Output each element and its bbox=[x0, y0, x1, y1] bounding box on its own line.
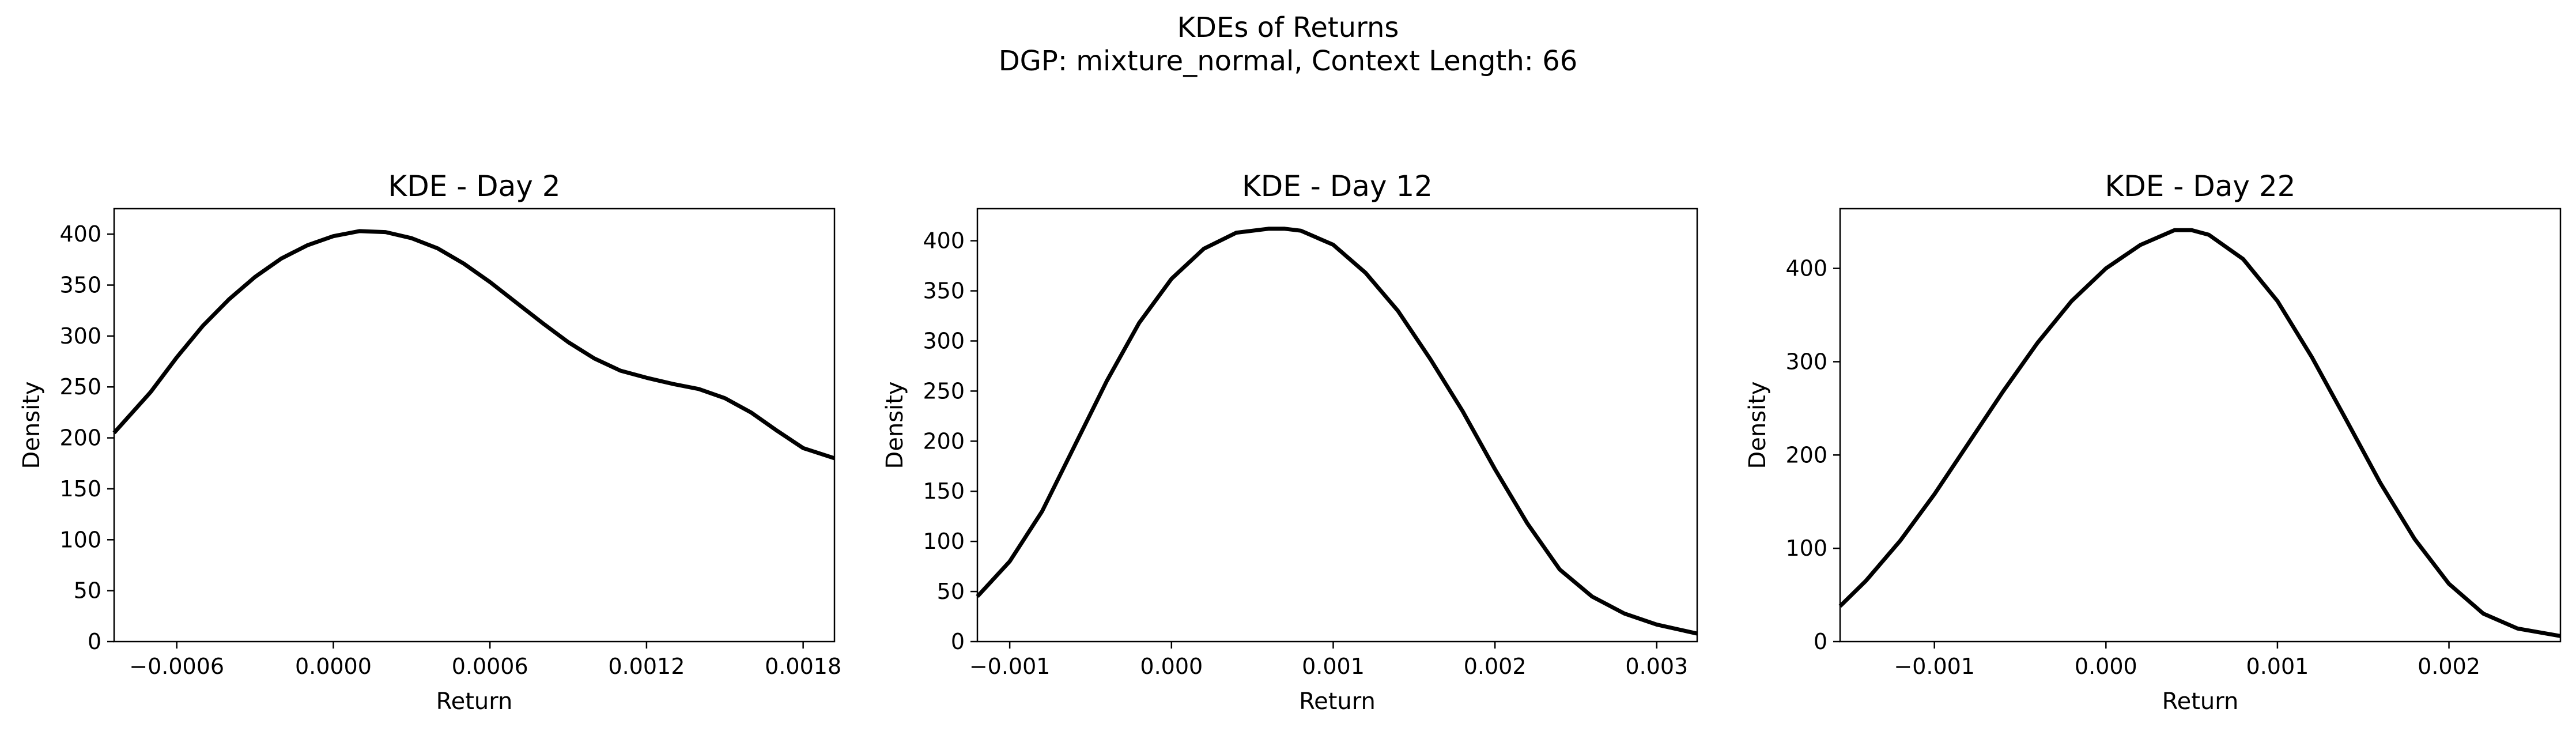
kde-panel-2: KDE - Day 12 −0.001 0.000 0.001 0.002 0.003 0 5… bbox=[882, 169, 1698, 715]
y-tick-label: 250 bbox=[923, 378, 965, 404]
y-tick-label: 0 bbox=[951, 629, 965, 654]
y-tick-label: 100 bbox=[59, 527, 101, 552]
y-tick-label: 400 bbox=[923, 228, 965, 254]
axes-frame bbox=[113, 208, 836, 643]
x-tick-label: 0.002 bbox=[1464, 654, 1527, 679]
y-axis-label: Density bbox=[882, 381, 908, 469]
panel-title: KDE - Day 22 bbox=[2105, 169, 2296, 203]
x-axis-label: Return bbox=[1299, 688, 1376, 715]
axes-frame bbox=[976, 208, 1698, 643]
y-tick-label: 100 bbox=[1785, 536, 1827, 561]
x-tick-label: 0.003 bbox=[1625, 654, 1688, 679]
y-axis-label: Density bbox=[1744, 381, 1771, 469]
x-tick-label: 0.000 bbox=[2075, 654, 2137, 679]
axes-frame bbox=[1839, 208, 2562, 643]
x-tick-label: −0.001 bbox=[1894, 654, 1975, 679]
y-tick-label: 150 bbox=[923, 478, 965, 504]
x-tick-label: 0.0006 bbox=[452, 654, 528, 679]
y-tick-label: 250 bbox=[59, 374, 101, 399]
chart-panels: KDE - Day 2−0.0006 0.0000 0.0006 0.0012 0.00… bbox=[18, 169, 2562, 715]
x-tick-label: 0.0000 bbox=[295, 654, 372, 679]
x-tick-label: 0.0012 bbox=[608, 654, 685, 679]
x-tick-label: 0.000 bbox=[1140, 654, 1203, 679]
y-tick-label: 200 bbox=[59, 425, 101, 451]
figure-subtitle: DGP: mixture_normal, Context Length: 66 bbox=[999, 45, 1578, 77]
y-tick-label: 300 bbox=[923, 328, 965, 353]
x-tick-label: 0.001 bbox=[1302, 654, 1365, 679]
y-tick-label: 350 bbox=[59, 273, 101, 298]
y-tick-label: 150 bbox=[59, 476, 101, 502]
panel-title: KDE - Day 12 bbox=[1242, 169, 1433, 203]
y-tick-label: 200 bbox=[923, 428, 965, 454]
kde-curve bbox=[1838, 228, 2561, 638]
x-tick-label: −0.0006 bbox=[129, 654, 224, 679]
y-tick-label: 0 bbox=[88, 629, 101, 654]
y-tick-label: 50 bbox=[937, 579, 965, 604]
y-tick-label: 400 bbox=[1785, 256, 1827, 281]
y-tick-label: 0 bbox=[1814, 629, 1827, 654]
y-tick-label: 300 bbox=[1785, 349, 1827, 374]
y-tick-label: 100 bbox=[923, 529, 965, 554]
y-tick-label: 300 bbox=[59, 323, 101, 349]
y-tick-label: 200 bbox=[1785, 442, 1827, 468]
y-tick-label: 350 bbox=[923, 278, 965, 304]
x-tick-label: 0.0018 bbox=[765, 654, 841, 679]
y-axis-label: Density bbox=[18, 381, 45, 469]
y-tick-label: 50 bbox=[74, 578, 101, 604]
kde-curve bbox=[976, 227, 1698, 636]
kde-curve bbox=[112, 229, 836, 461]
x-axis-label: Return bbox=[2162, 688, 2239, 715]
figure-title: KDEs of Returns bbox=[1177, 12, 1399, 44]
x-tick-label: 0.001 bbox=[2246, 654, 2309, 679]
kde-panel-3: KDE - Day 22 −0.001 0.000 0.001 0.002 0 100 200… bbox=[1744, 169, 2562, 715]
x-tick-label: 0.002 bbox=[2418, 654, 2480, 679]
x-axis-label: Return bbox=[436, 688, 513, 715]
kde-panel-1: KDE - Day 2 −0.0006 0.0000 0.0006 0.0012 0.00… bbox=[18, 169, 841, 715]
y-tick-label: 400 bbox=[59, 221, 101, 247]
panel-title: KDE - Day 2 bbox=[388, 169, 560, 203]
x-tick-label: −0.001 bbox=[969, 654, 1051, 679]
